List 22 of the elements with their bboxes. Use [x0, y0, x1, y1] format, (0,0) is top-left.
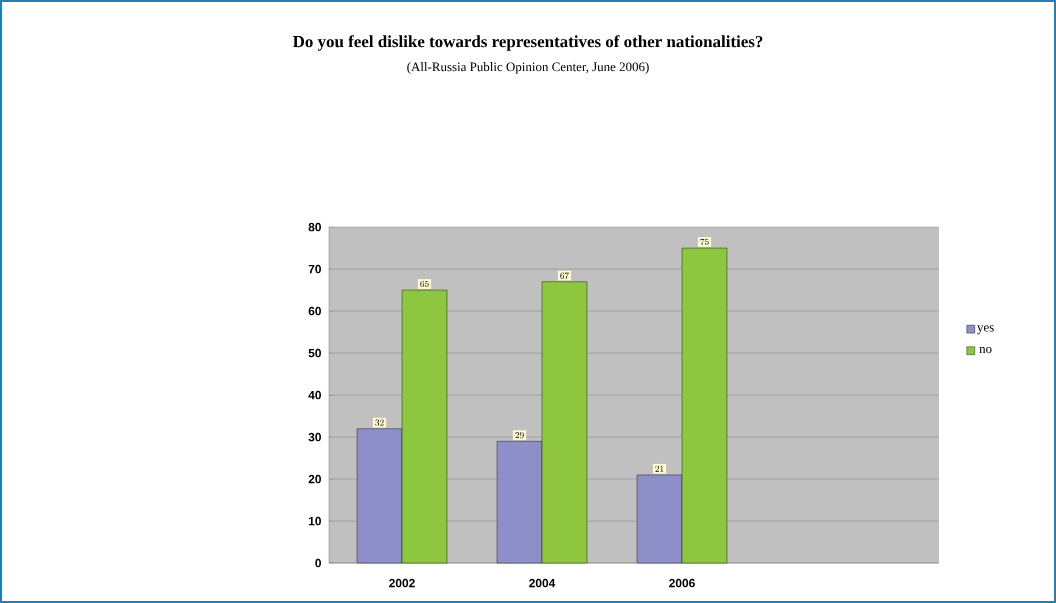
y-tick-label: 30	[308, 432, 321, 442]
y-tick-label: 50	[308, 348, 321, 358]
chart-subtitle: (All-Russia Public Opinion Center, June 2006)	[407, 62, 649, 74]
data-label: 32	[375, 419, 384, 426]
y-tick-label: 40	[308, 390, 321, 400]
y-tick-label: 0	[315, 558, 321, 568]
y-tick-label: 60	[308, 306, 321, 316]
x-tick-label: 2004	[529, 578, 556, 588]
y-tick-label: 10	[308, 516, 321, 526]
data-label: 29	[515, 432, 524, 439]
x-tick-label: 2006	[669, 578, 695, 588]
y-tick-label: 80	[308, 222, 321, 232]
data-label: 67	[560, 272, 569, 279]
data-label: 65	[420, 280, 429, 288]
legend-label: yes	[977, 325, 994, 335]
y-tick-label: 20	[308, 474, 321, 484]
y-tick-label: 70	[308, 264, 321, 274]
data-label: 75	[700, 238, 709, 246]
chart-title: Do you feel dislike towards representatives of other nationalities?	[292, 35, 763, 51]
x-tick-label: 2002	[389, 578, 415, 588]
legend-label: no	[979, 346, 992, 354]
data-label: 21	[655, 465, 664, 472]
